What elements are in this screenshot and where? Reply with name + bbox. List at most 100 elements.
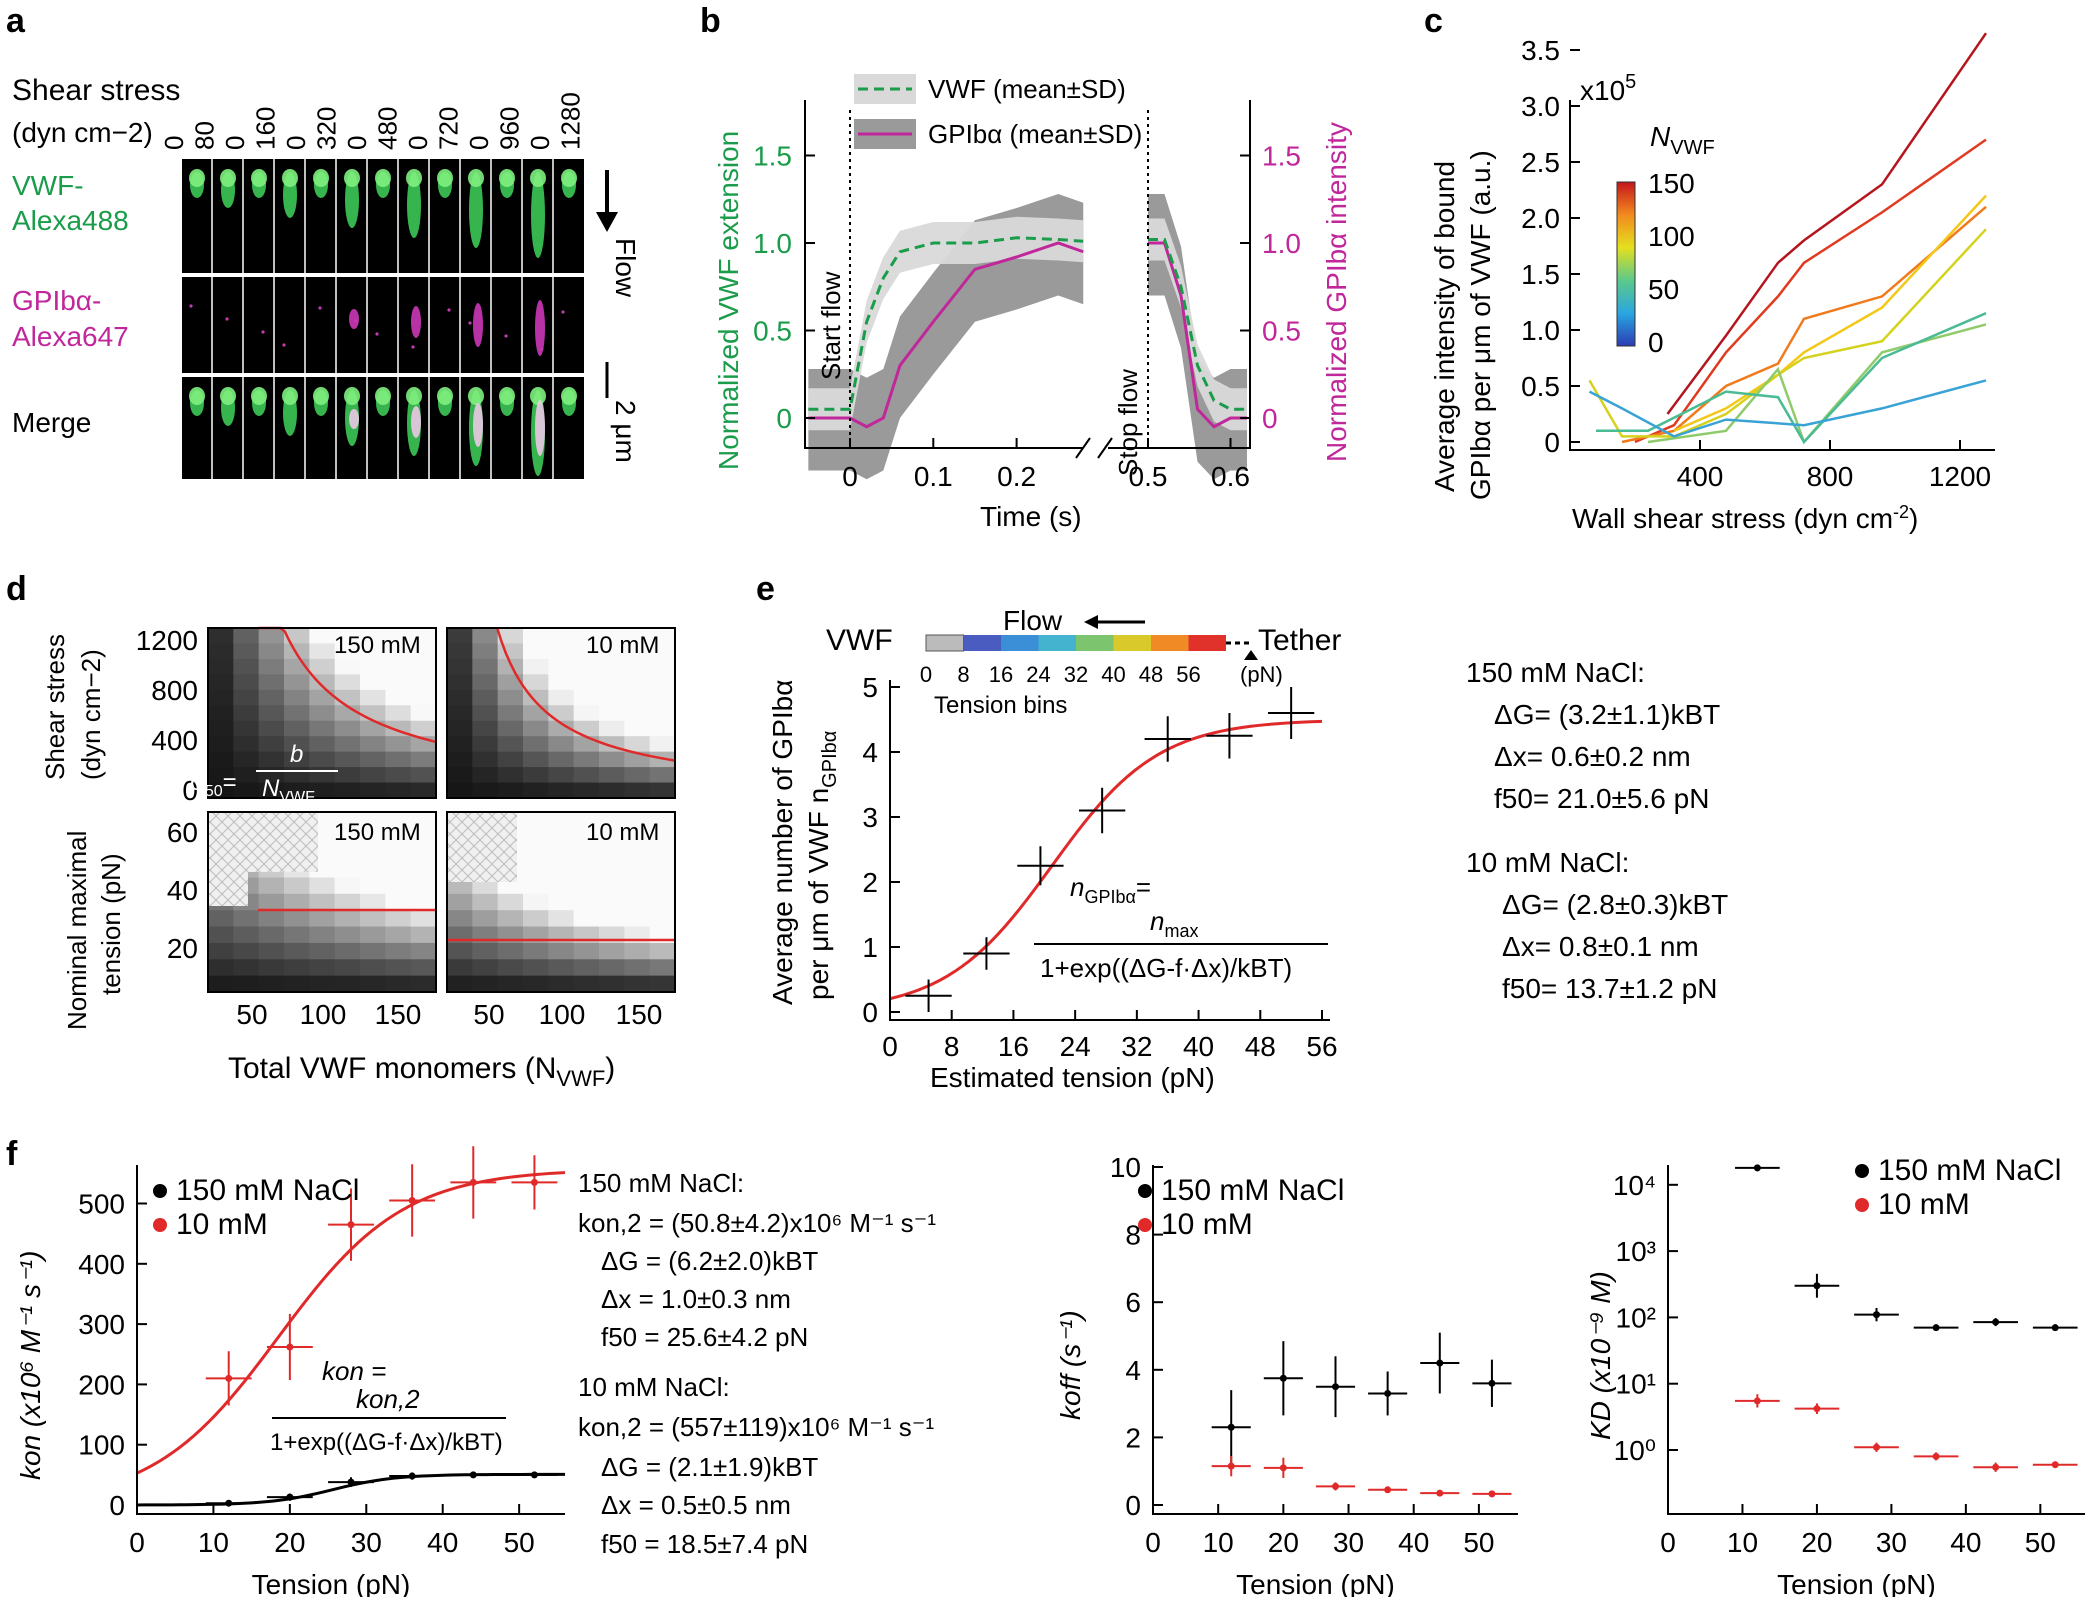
heatmap-frame bbox=[446, 627, 676, 799]
heatmap-cell bbox=[573, 959, 600, 977]
heatmap-cell bbox=[649, 658, 676, 675]
heatmap-cell bbox=[649, 643, 676, 660]
vwf-anchor bbox=[468, 387, 484, 405]
heatmap-cell bbox=[523, 767, 549, 784]
heatmap-cell bbox=[573, 689, 600, 706]
heatmap-cell bbox=[624, 628, 651, 644]
vwf-anchor bbox=[437, 169, 453, 187]
data-point bbox=[530, 1178, 538, 1186]
heatmap-cell bbox=[599, 658, 625, 675]
heatmap-cell bbox=[360, 674, 386, 691]
f-ylabel: KD (x10⁻⁹ M) bbox=[1585, 1271, 1616, 1440]
fit-parameter: Δx= 0.8±0.1 nm bbox=[1502, 931, 1699, 962]
heatmap-cell bbox=[385, 844, 412, 862]
heatmap-cell bbox=[309, 628, 336, 644]
heatmap-cell bbox=[573, 828, 600, 846]
data-point bbox=[1813, 1282, 1821, 1290]
bin-tick-label: 40 bbox=[1101, 662, 1125, 687]
b-ylabel-right: Normalized GPIbα intensity bbox=[1321, 122, 1352, 462]
heatmap-cell bbox=[334, 643, 361, 660]
f-xtick-label: 40 bbox=[1398, 1527, 1429, 1558]
row-label-gpib: GPIbα- bbox=[12, 285, 101, 316]
hatched-nodata bbox=[447, 812, 517, 882]
e-xtick-label: 40 bbox=[1183, 1031, 1214, 1062]
vwf-sd-band bbox=[808, 216, 1084, 431]
heatmap-cell bbox=[548, 812, 575, 829]
heatmap-cell bbox=[284, 689, 310, 706]
d-tl-label: 150 mM bbox=[334, 632, 421, 659]
heatmap-cell bbox=[548, 893, 575, 911]
gpib-noise bbox=[540, 347, 544, 351]
f-xtick-label: 0 bbox=[1145, 1527, 1161, 1558]
data-point bbox=[1332, 1482, 1339, 1490]
heatmap-cell bbox=[208, 643, 234, 660]
heatmap-cell bbox=[649, 959, 676, 977]
e-bin-unit: (pN) bbox=[1240, 662, 1283, 687]
vwf-anchor bbox=[189, 387, 205, 405]
fit-parameter: Δx = 1.0±0.3 nm bbox=[601, 1284, 791, 1314]
heatmap-cell bbox=[472, 628, 499, 644]
heatmap-cell bbox=[599, 910, 625, 928]
tension-bin bbox=[963, 635, 1001, 651]
fit-parameter: ΔG = (6.2±2.0)kBT bbox=[601, 1246, 818, 1276]
panel-label-b: b bbox=[700, 2, 721, 40]
legend-marker-10 bbox=[1138, 1218, 1152, 1232]
d-xtick-label: 50 bbox=[236, 999, 267, 1030]
b-ytick-label-left: 1.0 bbox=[753, 228, 792, 259]
heatmap-cell bbox=[208, 782, 234, 799]
heatmap-cell bbox=[309, 705, 336, 722]
heatmap-cell bbox=[284, 959, 310, 977]
heatmap-cell bbox=[599, 689, 625, 706]
heatmap-cell bbox=[599, 942, 625, 960]
d-ytick-top: 1200 bbox=[136, 625, 198, 656]
heatmap-cell bbox=[472, 767, 499, 784]
heatmap-cell bbox=[523, 705, 549, 722]
heatmap-cell bbox=[573, 861, 600, 878]
f-xtick-label: 10 bbox=[1203, 1527, 1234, 1558]
f-xtick-label: 50 bbox=[1463, 1527, 1494, 1558]
d-ytick-bot: 60 bbox=[167, 817, 198, 848]
heatmap-cell bbox=[649, 720, 676, 737]
heatmap-cell bbox=[599, 828, 625, 846]
heatmap-cell bbox=[309, 877, 336, 895]
heatmap-cell bbox=[385, 782, 412, 799]
c-ytick-label: 0.5 bbox=[1521, 371, 1560, 402]
heatmap-cell bbox=[523, 893, 549, 911]
heatmap-cell bbox=[334, 910, 361, 928]
kon-equation: kon = kon,2 1+exp((ΔG-f·Δx)/kBT) bbox=[270, 1356, 506, 1456]
c-ytick-label: 2.0 bbox=[1521, 203, 1560, 234]
heatmap-cell bbox=[497, 959, 524, 977]
heatmap-cell bbox=[573, 812, 600, 829]
b-ytick-label-left: 0.5 bbox=[753, 316, 792, 347]
heatmap-cell bbox=[208, 751, 234, 768]
heatmap-cell bbox=[208, 720, 234, 737]
shear-units-label: (dyn cm−2) bbox=[12, 117, 153, 148]
heatmap-cell bbox=[334, 720, 361, 737]
series-line bbox=[1673, 194, 1987, 432]
fit-parameter: 10 mM NaCl: bbox=[1466, 847, 1629, 878]
heatmap-cell bbox=[208, 942, 234, 960]
tension-bin bbox=[1113, 635, 1151, 651]
heatmap-cell bbox=[447, 643, 473, 660]
heatmap-cell bbox=[573, 658, 600, 675]
heatmap-cell bbox=[410, 828, 437, 846]
shear-value: 0 bbox=[525, 136, 555, 150]
fit-parameter: ΔG= (3.2±1.1)kBT bbox=[1494, 699, 1720, 730]
e-xtick-label: 8 bbox=[944, 1031, 960, 1062]
vwf-anchor bbox=[313, 387, 329, 405]
heatmap-cell bbox=[334, 844, 361, 862]
gpib-noise bbox=[354, 319, 358, 323]
heatmap-cell bbox=[410, 877, 437, 895]
f-xtick-label: 30 bbox=[1876, 1527, 1907, 1558]
vwf-anchor bbox=[220, 387, 236, 405]
e-xlabel: Estimated tension (pN) bbox=[930, 1062, 1215, 1093]
colorbar-tick-0: 0 bbox=[1648, 327, 1664, 358]
heatmap-cell bbox=[233, 689, 260, 706]
d-bl-label: 150 mM bbox=[334, 819, 421, 846]
heatmap-cell bbox=[599, 767, 625, 784]
c-ylabel-line1: Average intensity of bound bbox=[1429, 161, 1460, 492]
heatmap-cell bbox=[258, 751, 285, 768]
gpib-noise bbox=[282, 343, 286, 347]
heatmap-cell bbox=[472, 959, 499, 977]
f-xtick-label: 20 bbox=[274, 1527, 305, 1558]
